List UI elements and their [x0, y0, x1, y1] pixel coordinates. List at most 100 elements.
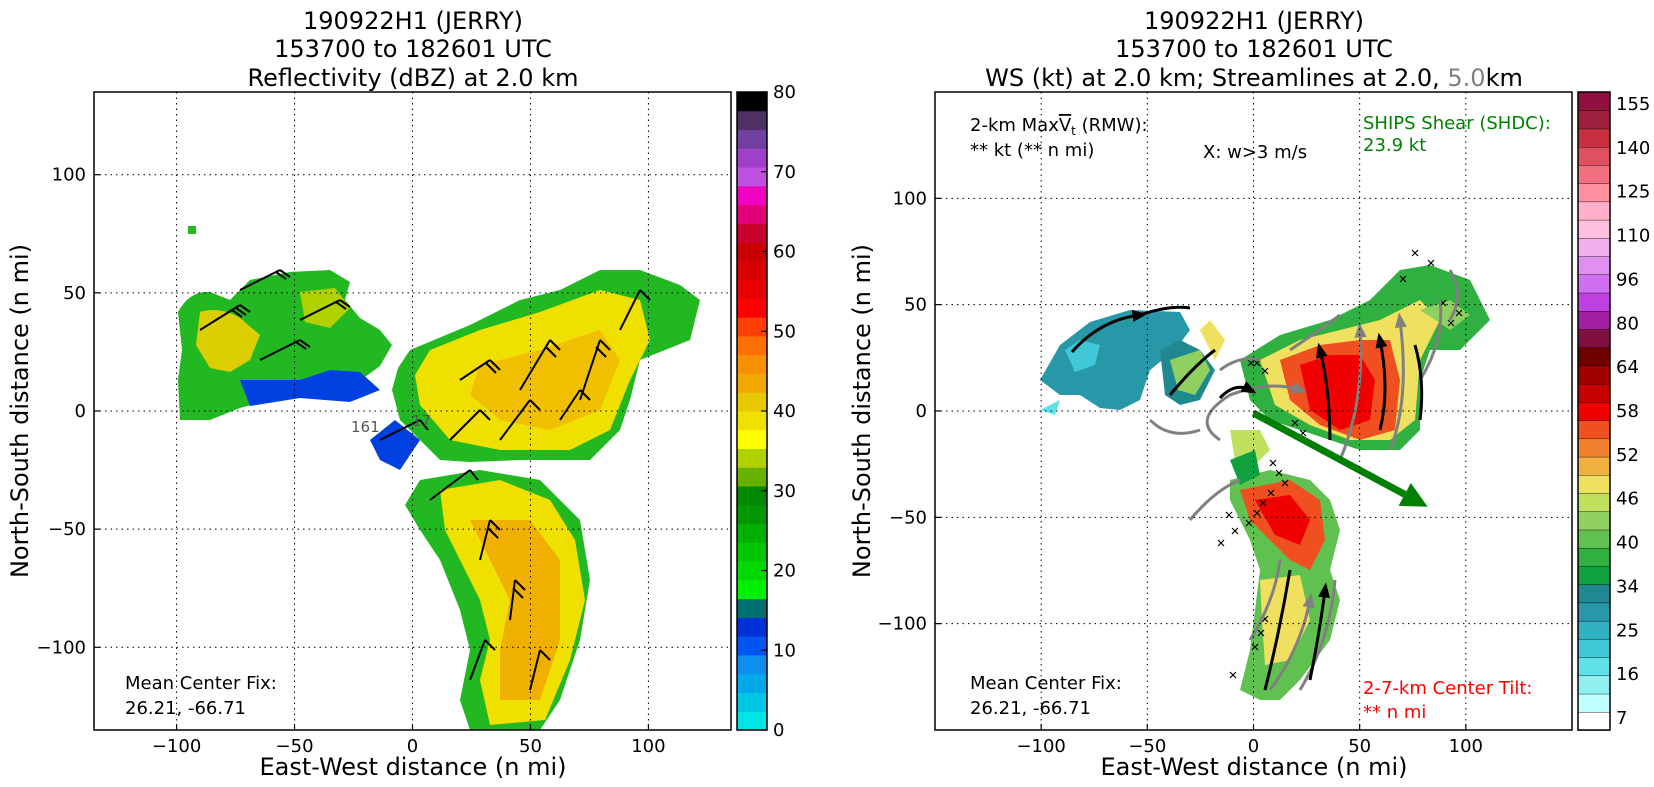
colorbar-tick-label: 40 — [773, 401, 796, 422]
colorbar-swatch — [1577, 292, 1611, 312]
wind-speed-field — [1040, 265, 1490, 700]
colorbar-swatch — [737, 429, 767, 450]
ships-shear-label: SHIPS Shear (SHDC): — [1363, 113, 1551, 134]
colorbar-swatch — [737, 298, 767, 318]
colorbar-swatch — [1577, 419, 1611, 440]
streamlines-2km — [1070, 305, 1424, 691]
colorbar-swatch — [1577, 474, 1611, 494]
ships-shear-value: 23.9 kt — [1363, 135, 1426, 156]
colorbar-swatch — [737, 579, 767, 600]
left-y-ticks: −100 −50 0 50 100 — [37, 165, 100, 658]
colorbar-swatch — [1577, 110, 1611, 130]
left-x-ticks: −100 −50 0 50 100 — [152, 724, 666, 757]
right-title-5km: 5.0 — [1447, 64, 1485, 92]
colorbar-swatch — [737, 354, 767, 374]
y-tick-label: −50 — [48, 519, 86, 540]
colorbar-swatch — [1577, 91, 1611, 111]
colorbar-tick-label: 46 — [1616, 489, 1639, 510]
colorbar-tick-label: 20 — [773, 561, 796, 582]
y-tick-label: 0 — [916, 401, 927, 422]
colorbar-swatch — [737, 523, 767, 543]
y-tick-label: −50 — [889, 507, 927, 528]
colorbar-swatch — [1577, 146, 1611, 166]
streamlines-5km — [1148, 269, 1459, 691]
right-title-line1: 190922H1 (JERRY) — [1144, 7, 1364, 35]
colorbar-swatch — [737, 392, 767, 412]
colorbar-swatch — [1577, 456, 1611, 476]
colorbar-swatch — [737, 467, 767, 487]
colorbar-tick-label: 58 — [1616, 401, 1639, 422]
y-tick-label: −100 — [37, 637, 86, 658]
colorbar-swatch — [1577, 164, 1611, 184]
colorbar-swatch — [737, 598, 767, 618]
x-tick-label: 100 — [631, 736, 665, 757]
colorbar-swatch — [737, 148, 767, 168]
x-tick-label: 0 — [1248, 736, 1259, 757]
right-title-main: WS (kt) at 2.0 km; Streamlines at 2.0, — [985, 64, 1447, 92]
left-gridlines — [94, 92, 731, 730]
left-track-label-2: 17 — [412, 412, 431, 430]
colorbar-swatch — [1577, 201, 1611, 221]
colorbar-swatch — [737, 335, 767, 356]
colorbar-swatch — [1577, 310, 1611, 330]
colorbar-tick-label: 52 — [1616, 445, 1639, 466]
left-plot-area — [178, 226, 700, 730]
right-title-line3: WS (kt) at 2.0 km; Streamlines at 2.0, 5… — [985, 64, 1523, 92]
right-center-fix-value: 26.21, -66.71 — [970, 698, 1091, 719]
x-tick-label: 50 — [1348, 736, 1371, 757]
wind-speed-colorbar-frame — [1577, 91, 1611, 731]
x-tick-label: 0 — [407, 736, 418, 757]
wind-speed-colorbar-ticks: 7 16 25 34 40 46 52 58 64 80 96 110 125 140 155 — [1616, 94, 1650, 729]
colorbar-swatch — [1577, 365, 1611, 385]
left-center-fix-label: Mean Center Fix: — [125, 673, 277, 694]
colorbar-tick-label: 96 — [1616, 269, 1639, 290]
colorbar-tick-label: 64 — [1616, 357, 1639, 378]
colorbar-swatch — [737, 504, 767, 525]
right-title-unit: km — [1486, 64, 1523, 92]
max-vt-rmw: (RMW): — [1076, 115, 1148, 136]
x-tick-label: −100 — [152, 736, 201, 757]
colorbar-swatch — [737, 692, 767, 712]
left-center-fix-value: 26.21, -66.71 — [125, 698, 246, 719]
colorbar-swatch — [1577, 620, 1611, 640]
right-y-ticks: −100 −50 0 50 100 — [878, 188, 941, 635]
colorbar-swatch — [737, 448, 767, 468]
colorbar-swatch — [737, 279, 767, 299]
colorbar-swatch — [1577, 128, 1611, 148]
colorbar-swatch — [1577, 711, 1611, 731]
colorbar-tick-label: 80 — [1616, 313, 1639, 334]
reflectivity-colorbar-ticks: 0 10 20 30 40 50 60 70 80 — [761, 82, 796, 741]
colorbar-swatch — [1577, 693, 1611, 713]
shear-vector-arrowhead — [1398, 482, 1428, 507]
colorbar-swatch — [1577, 565, 1611, 585]
colorbar-tick-label: 125 — [1616, 182, 1650, 203]
colorbar-swatch — [1577, 492, 1611, 512]
colorbar-swatch — [737, 654, 767, 675]
max-vt-subscript: t — [1071, 124, 1076, 138]
colorbar-tick-label: 60 — [773, 242, 796, 263]
colorbar-swatch — [1577, 274, 1611, 294]
x-tick-label: −50 — [276, 736, 314, 757]
right-y-axis-label: North-South distance (n mi) — [848, 244, 876, 578]
left-y-axis-label: North-South distance (n mi) — [6, 244, 34, 578]
left-title-line1: 190922H1 (JERRY) — [303, 7, 523, 35]
colorbar-swatch — [1577, 328, 1611, 348]
right-x-ticks: −100 −50 0 50 100 — [1016, 724, 1483, 757]
max-vt-value: ** kt (** n mi) — [970, 140, 1094, 161]
max-vt-prefix: 2-km Max — [970, 115, 1059, 136]
wind-speed-colorbar — [1577, 91, 1611, 731]
colorbar-tick-label: 7 — [1616, 708, 1627, 729]
colorbar-swatch — [1577, 638, 1611, 658]
colorbar-swatch — [737, 204, 767, 224]
x-tick-label: −100 — [1016, 736, 1065, 757]
colorbar-tick-label: 34 — [1616, 576, 1639, 597]
colorbar-swatch — [737, 711, 767, 731]
colorbar-tick-label: 70 — [773, 162, 796, 183]
wind-barbs — [199, 269, 651, 691]
colorbar-swatch — [737, 317, 767, 337]
colorbar-swatch — [1577, 529, 1611, 549]
right-plot-area — [1040, 249, 1490, 700]
colorbar-swatch — [737, 373, 767, 393]
colorbar-swatch — [737, 636, 767, 656]
max-vt-label: 2-km MaxVt (RMW): — [970, 115, 1148, 138]
